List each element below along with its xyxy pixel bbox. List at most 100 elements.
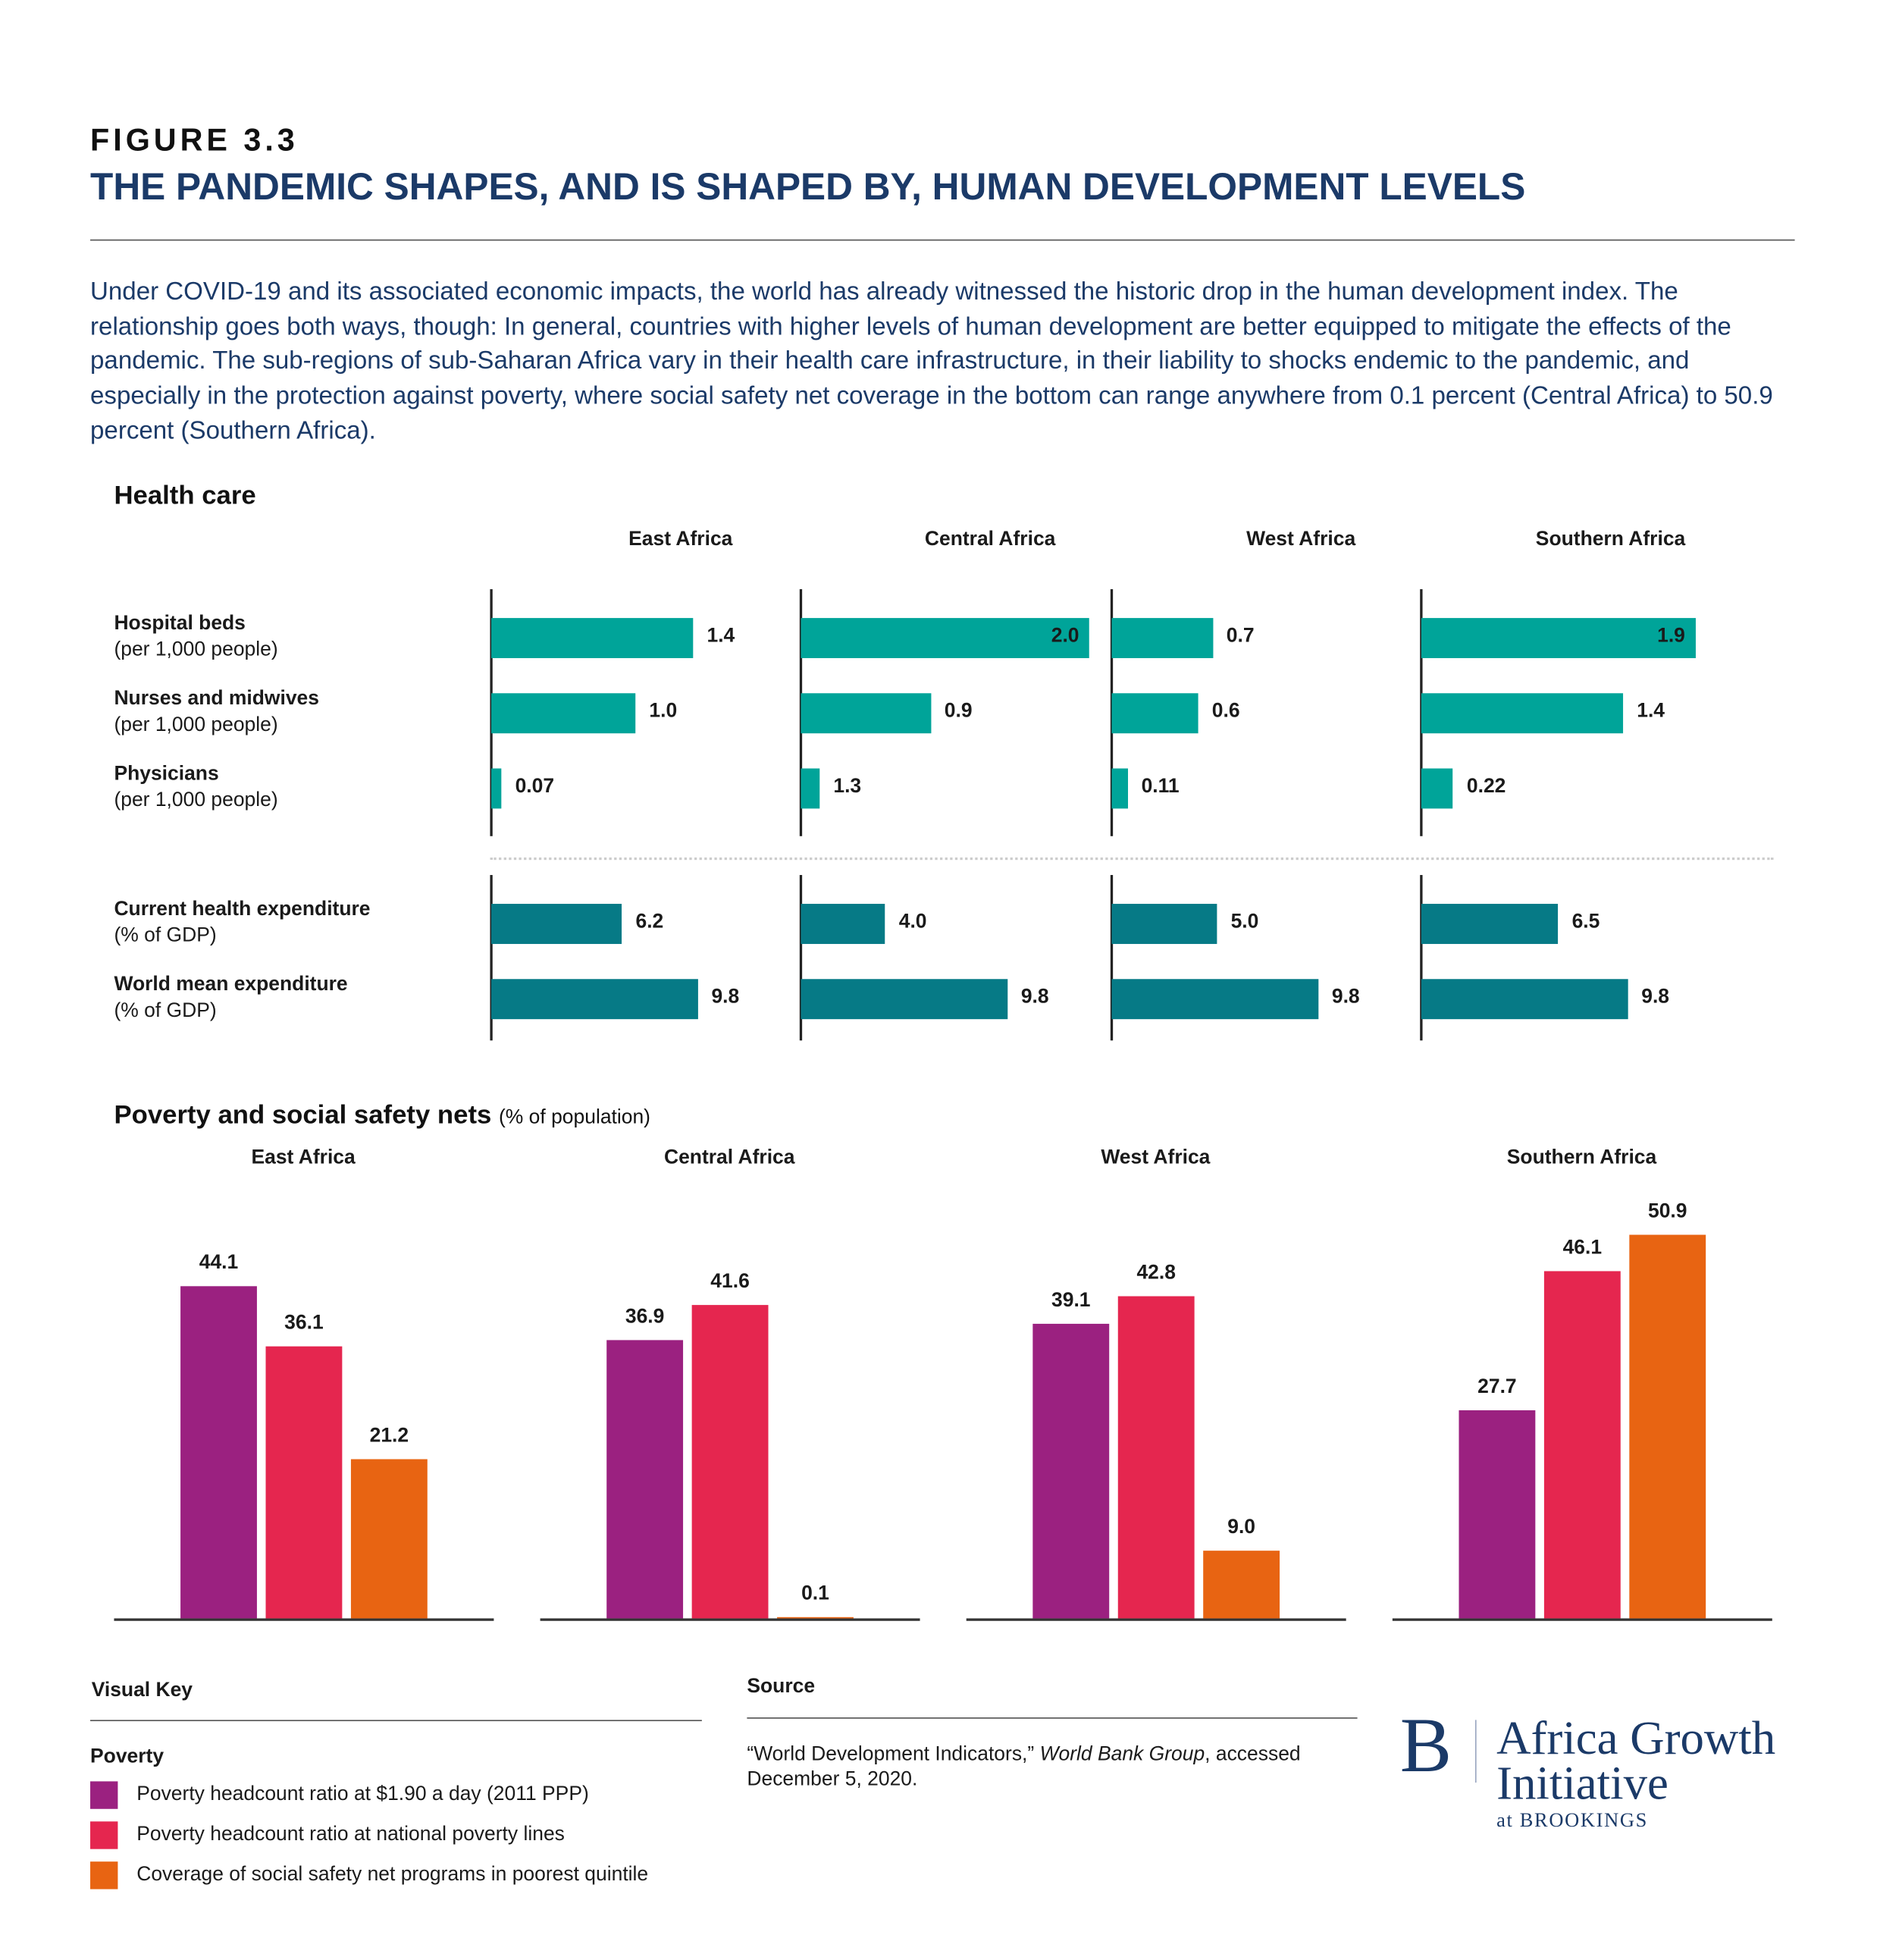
bar-southern-africa-series-1 — [1459, 1410, 1536, 1619]
value-label: 36.9 — [625, 1306, 665, 1328]
bar-world-mean-expenditure-east-africa — [491, 979, 698, 1020]
row-name: Physicians — [114, 763, 219, 785]
value-label: 1.4 — [707, 626, 735, 648]
bar-central-africa-series-1 — [606, 1340, 684, 1619]
row-unit: (% of GDP) — [114, 925, 217, 947]
row-name: World mean expenditure — [114, 974, 348, 996]
value-label: 0.22 — [1466, 776, 1506, 798]
bar-east-africa-series-3 — [350, 1458, 428, 1619]
bar-physicians-east-africa — [491, 768, 502, 809]
bar-southern-africa-series-3 — [1629, 1234, 1706, 1619]
value-label: 39.1 — [1051, 1290, 1091, 1312]
poverty-title: Poverty and social safety nets (% of pop… — [114, 1101, 650, 1131]
value-label: 41.6 — [710, 1271, 750, 1293]
row-name: Current health expenditure — [114, 898, 371, 920]
row-label-physicians: Physicians (per 1,000 people) — [114, 761, 277, 814]
row-label-hospital-beds: Hospital beds (per 1,000 people) — [114, 610, 277, 663]
key-divider — [90, 1720, 702, 1722]
bar-hospital-beds-west-africa — [1111, 618, 1213, 658]
axis-line — [1420, 589, 1422, 836]
bar-central-africa-series-3 — [777, 1616, 854, 1619]
value-label: 9.8 — [1331, 986, 1360, 1008]
bar-current-health-expenditure-west-africa — [1111, 904, 1217, 944]
legend-item-3: Coverage of social safety net programs i… — [136, 1864, 649, 1886]
axis-line — [1110, 589, 1113, 836]
legend-swatch — [90, 1821, 118, 1849]
axis-line — [490, 875, 492, 1041]
bar-central-africa-series-2 — [691, 1305, 769, 1619]
row-name: Hospital beds — [114, 613, 246, 635]
bar-world-mean-expenditure-central-africa — [801, 979, 1007, 1020]
column-header-west-africa: West Africa — [1101, 1146, 1211, 1168]
axis-line — [799, 875, 802, 1041]
logo-separator — [1474, 1720, 1477, 1783]
group-divider — [490, 857, 1774, 861]
key-group-poverty: Poverty — [90, 1746, 164, 1768]
bar-hospital-beds-central-africa — [801, 618, 1089, 658]
value-label: 42.8 — [1136, 1262, 1176, 1284]
value-label: 0.6 — [1211, 701, 1240, 723]
legend-item-1: Poverty headcount ratio at $1.90 a day (… — [136, 1783, 589, 1805]
brookings-logo-mark: B — [1399, 1703, 1452, 1789]
logo-line-2: Initiative — [1496, 1757, 1668, 1811]
logo-line-1: Africa Growth — [1496, 1712, 1776, 1765]
source-post: , accessed December 5, 2020. — [747, 1743, 1301, 1790]
row-label-world-mean-expenditure: World mean expenditure (% of GDP) — [114, 971, 347, 1024]
bar-east-africa-series-2 — [265, 1346, 343, 1619]
baseline — [966, 1618, 1346, 1620]
value-label: 1.0 — [649, 701, 678, 723]
column-header-east-africa: East Africa — [251, 1146, 356, 1168]
title-divider — [90, 239, 1795, 241]
baseline — [114, 1618, 494, 1620]
bar-nurses-and-midwives-southern-africa — [1421, 693, 1624, 734]
baseline — [540, 1618, 920, 1620]
value-label: 6.2 — [635, 911, 664, 933]
row-unit: (per 1,000 people) — [114, 789, 278, 811]
bar-hospital-beds-east-africa — [491, 618, 694, 658]
value-label: 0.9 — [944, 701, 973, 723]
source-title: Source — [747, 1676, 816, 1698]
value-label: 44.1 — [199, 1252, 239, 1274]
value-label: 2.0 — [1051, 626, 1079, 648]
column-header-southern-africa: Southern Africa — [1506, 1146, 1657, 1168]
baseline — [1392, 1618, 1772, 1620]
health-care-title: Health care — [114, 481, 256, 510]
row-label-current-health-expenditure: Current health expenditure (% of GDP) — [114, 896, 370, 949]
source-publisher: World Bank Group — [1039, 1743, 1205, 1765]
value-label: 0.11 — [1141, 776, 1180, 798]
legend-swatch — [90, 1861, 118, 1889]
bar-west-africa-series-1 — [1032, 1323, 1110, 1619]
bar-physicians-southern-africa — [1421, 768, 1453, 809]
row-unit: (per 1,000 people) — [114, 639, 278, 661]
column-header-west-africa: West Africa — [1246, 528, 1356, 550]
bar-current-health-expenditure-east-africa — [491, 904, 622, 944]
bar-west-africa-series-2 — [1117, 1296, 1195, 1619]
bar-nurses-and-midwives-east-africa — [491, 693, 636, 734]
row-label-nurses-and-midwives: Nurses and midwives (per 1,000 people) — [114, 685, 319, 738]
figure-title: THE PANDEMIC SHAPES, AND IS SHAPED BY, H… — [90, 166, 1526, 209]
axis-line — [1420, 875, 1422, 1041]
row-unit: (% of GDP) — [114, 1000, 217, 1022]
bar-hospital-beds-southern-africa — [1421, 618, 1696, 658]
value-label: 6.5 — [1571, 911, 1600, 933]
poverty-subtitle: (% of population) — [498, 1106, 651, 1128]
column-header-east-africa: East Africa — [628, 528, 733, 550]
value-label: 0.7 — [1226, 626, 1255, 648]
value-label: 1.9 — [1657, 626, 1685, 648]
bar-nurses-and-midwives-central-africa — [801, 693, 931, 734]
value-label: 4.0 — [898, 911, 927, 933]
value-label: 50.9 — [1647, 1201, 1687, 1223]
axis-line — [1110, 875, 1113, 1041]
value-label: 1.4 — [1637, 701, 1665, 723]
value-label: 0.1 — [801, 1582, 829, 1604]
column-header-central-africa: Central Africa — [924, 528, 1056, 550]
value-label: 46.1 — [1562, 1237, 1603, 1259]
bar-current-health-expenditure-southern-africa — [1421, 904, 1559, 944]
column-header-central-africa: Central Africa — [663, 1146, 795, 1168]
legend-swatch — [90, 1781, 118, 1809]
bar-nurses-and-midwives-west-africa — [1111, 693, 1198, 734]
value-label: 27.7 — [1477, 1375, 1517, 1397]
value-label: 0.07 — [515, 776, 555, 798]
value-label: 9.8 — [1641, 986, 1670, 1008]
